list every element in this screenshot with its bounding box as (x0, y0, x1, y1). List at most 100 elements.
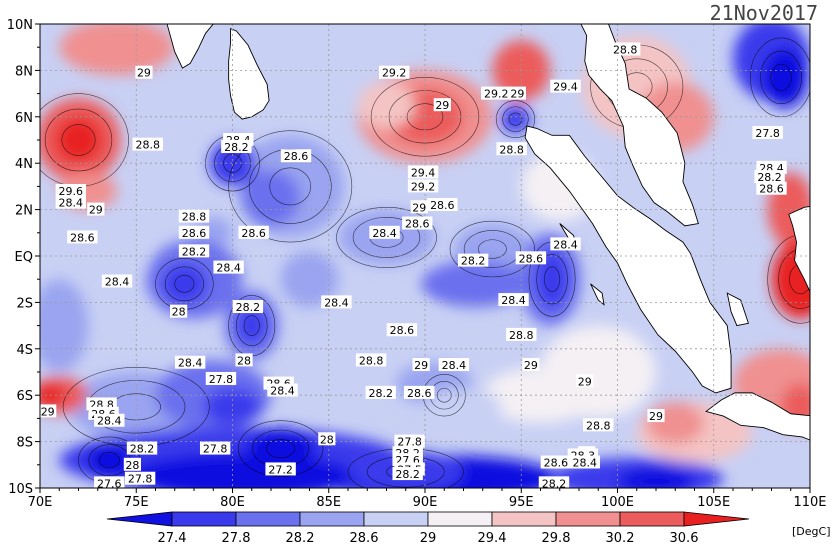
colorbar-label: 28.6 (350, 531, 379, 544)
x-tick-label: 95E (509, 495, 534, 510)
contour-label: 28.6 (544, 456, 569, 469)
contour-label-bg (205, 371, 237, 385)
contour-label: 28 (125, 459, 139, 472)
contour-label: 28.6 (405, 218, 430, 231)
contour-label: 28.4 (59, 197, 84, 210)
contour-label: 28.6 (182, 227, 207, 240)
contour-label-bg (508, 86, 526, 100)
colorbar-label: 29.8 (542, 531, 571, 544)
contour-label: 28.8 (136, 139, 161, 152)
contour-label: 28 (172, 306, 186, 319)
isotherm-ring (61, 124, 96, 156)
contour-label-bg (394, 434, 425, 448)
contour-label-bg (457, 253, 489, 267)
contour-label: 28.8 (586, 419, 611, 432)
contour-label-bg (267, 383, 298, 397)
isotherm-ring (98, 452, 120, 469)
contour-label: 28.2 (542, 477, 567, 490)
contour-label: 28.4 (553, 238, 578, 251)
y-tick-label: 8S (16, 436, 33, 451)
contour-label: 28.8 (359, 354, 384, 367)
isotherm-ring (336, 206, 437, 268)
contour-label: 28.2 (236, 301, 261, 314)
colorbar-label: 27.4 (158, 531, 187, 544)
contour-label: 28.6 (407, 387, 432, 400)
colorbar-segment (491, 511, 557, 527)
contour-label-bg (55, 195, 86, 209)
contour-label-bg (410, 200, 428, 214)
contour-label-bg (610, 42, 641, 56)
contour-label-bg (754, 170, 785, 184)
contour-label: 29.6 (59, 185, 84, 198)
sst-patch (236, 307, 268, 345)
colorbar-segment (235, 511, 301, 527)
contour-label: 29 (649, 410, 663, 423)
contour-label: 28.4 (442, 359, 467, 372)
contour-label: 28.6 (519, 252, 544, 265)
graticule (40, 24, 810, 488)
contour-label: 28.2 (182, 245, 207, 258)
contour-label-bg (318, 432, 336, 446)
sst-patch (161, 262, 208, 305)
contour-label: 28.4 (270, 385, 295, 398)
contour-label-bg (647, 409, 665, 423)
contour-label-bg (94, 476, 125, 488)
contour-label: 28.4 (324, 296, 349, 309)
contour-label-bg (522, 358, 540, 372)
contour-label-bg (94, 413, 125, 427)
contour-label: 27.8 (128, 473, 153, 486)
contour-label-bg (178, 225, 210, 239)
contour-label: 28.8 (499, 143, 524, 156)
colorbar-segment (619, 511, 685, 527)
contour-label-bg (280, 149, 312, 163)
date-title: 21Nov2017 (710, 1, 818, 25)
colorbar-segment (427, 511, 493, 527)
sst-patch (761, 47, 809, 108)
contour-label-bg (427, 197, 458, 211)
contour-label: 28 (320, 433, 334, 446)
contour-label: 27.8 (209, 373, 234, 386)
isotherm-ring (237, 420, 324, 477)
contour-label-bg (538, 476, 570, 488)
x-tick-label: 80E (220, 495, 245, 510)
contour-label-bg (540, 455, 572, 469)
contour-label: 28.4 (372, 227, 397, 240)
contour-label-bg (392, 467, 423, 481)
isotherm-ring (44, 108, 113, 172)
contour-label-bg (55, 184, 86, 198)
sst-patch (328, 297, 445, 354)
contour-label: 28.4 (105, 276, 130, 289)
isotherm-ring (174, 275, 195, 293)
contour-label-bg (404, 385, 435, 399)
contour-label: 29.2 (484, 88, 509, 101)
contour-label-bg (178, 244, 210, 258)
isotherm-ring (352, 217, 421, 258)
y-tick-label: 2S (16, 296, 33, 311)
units-label: [DegC] (792, 525, 830, 538)
isotherm-ring (266, 438, 296, 459)
colorbar-label: 30.6 (670, 531, 699, 544)
y-tick-label: 10S (8, 482, 33, 497)
contour-label: 28.4 (573, 456, 598, 469)
isotherm-ring (269, 167, 312, 206)
isotherm-ring (760, 50, 802, 104)
contour-label-bg (101, 274, 133, 288)
contour-label-bg (132, 137, 163, 151)
colorbar-label: 29 (420, 531, 437, 544)
colorbar-low-arrow (106, 511, 173, 527)
contour-label: 28.8 (509, 329, 534, 342)
contour-label-bg (213, 260, 244, 274)
sumatra-island (524, 125, 732, 394)
contour-label-bg (550, 79, 581, 93)
contour-label: 28.6 (759, 183, 784, 196)
siberut-island (590, 283, 605, 306)
contour-label: 27.8 (755, 127, 780, 140)
sst-patch (203, 388, 262, 426)
contour-label: 28.4 (501, 294, 526, 307)
contour-label-bg (126, 441, 158, 455)
contour-label-bg (135, 65, 153, 79)
contour-label: 29 (578, 375, 592, 388)
plot-area: 2929.229.428.82929.22928.828.428.228.627… (40, 24, 810, 490)
java-island (705, 392, 810, 441)
x-tick-label: 90E (413, 495, 438, 510)
